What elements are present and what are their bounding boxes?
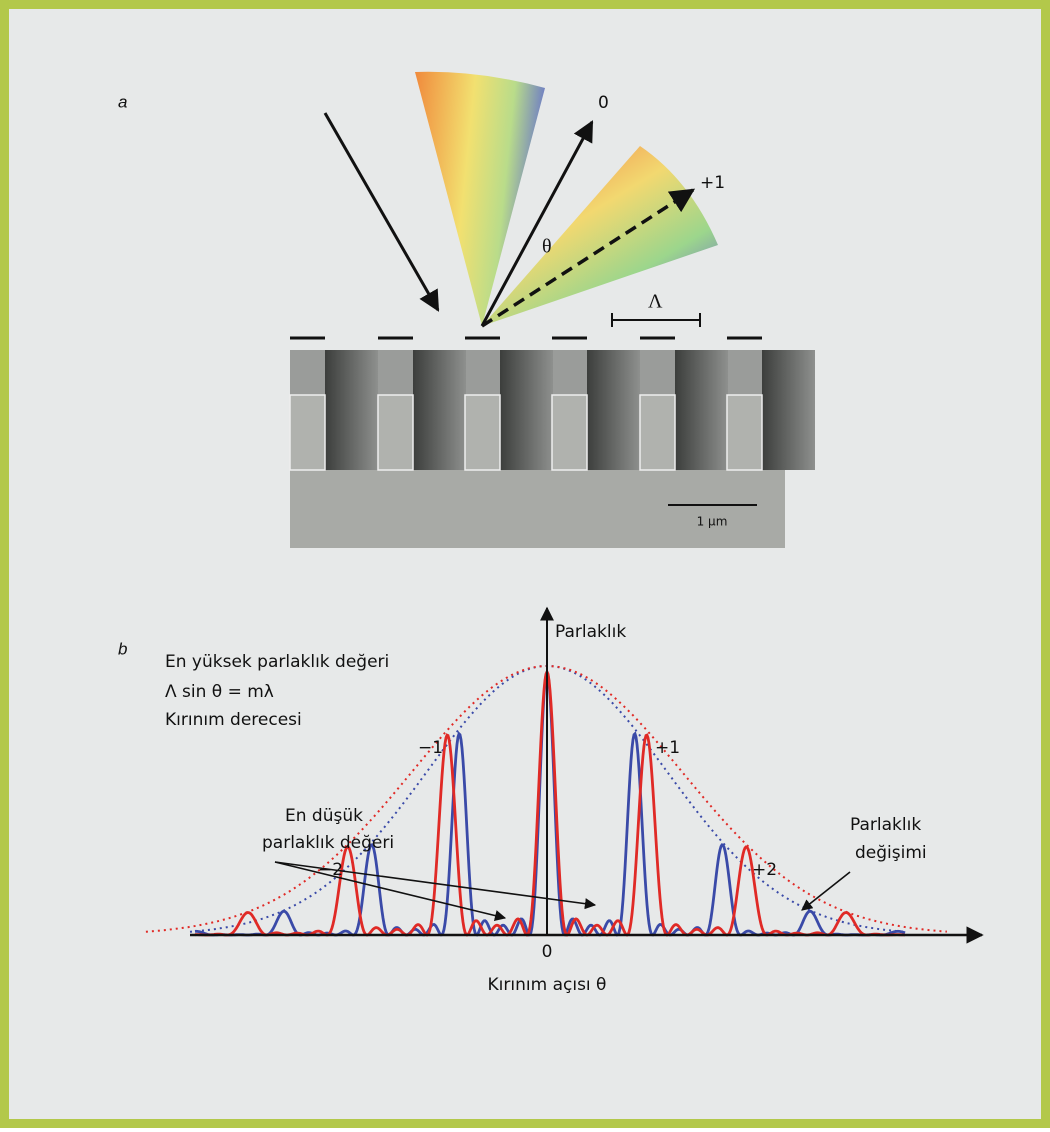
y-axis-label: Parlaklık	[555, 622, 626, 642]
panel-label: a	[118, 92, 127, 111]
groove	[587, 350, 640, 470]
ridge	[552, 395, 587, 470]
ridge	[378, 395, 413, 470]
ridge	[727, 395, 762, 470]
groove	[762, 350, 815, 470]
maximum-note: Kırınım derecesi	[165, 710, 302, 730]
groove	[500, 350, 553, 470]
groove	[325, 350, 378, 470]
scale-bar-label: 1 μm	[697, 515, 728, 529]
ridge	[465, 395, 500, 470]
ridge	[640, 395, 675, 470]
groove	[413, 350, 466, 470]
maximum-note: Λ sin θ = mλ	[165, 682, 274, 702]
order-label: −1	[418, 738, 443, 758]
sem-image	[290, 350, 815, 548]
order-label: +1	[700, 173, 725, 193]
maximum-note: En yüksek parlaklık değeri	[165, 652, 389, 672]
order-label: +1	[655, 738, 680, 758]
panel-background	[9, 9, 1041, 1119]
envelope-note: Parlaklık	[850, 815, 921, 835]
x-axis-label: Kırınım açısı θ	[488, 975, 607, 995]
minimum-note: parlaklık değeri	[262, 833, 394, 853]
groove	[675, 350, 728, 470]
figure: a 0 +1 θ Λ 1 μm b Parlaklık 0 Kırınım aç…	[0, 0, 1050, 1128]
angle-label: θ	[542, 236, 552, 258]
envelope-note: değişimi	[855, 843, 927, 863]
minimum-note: En düşük	[285, 806, 363, 826]
page: a 0 +1 θ Λ 1 μm b Parlaklık 0 Kırınım aç…	[0, 0, 1050, 1132]
order-label: 0	[598, 93, 609, 113]
ridge	[290, 395, 325, 470]
origin-label: 0	[542, 942, 553, 962]
period-label: Λ	[648, 291, 663, 313]
order-label: +2	[752, 860, 777, 880]
panel-label: b	[118, 639, 127, 658]
